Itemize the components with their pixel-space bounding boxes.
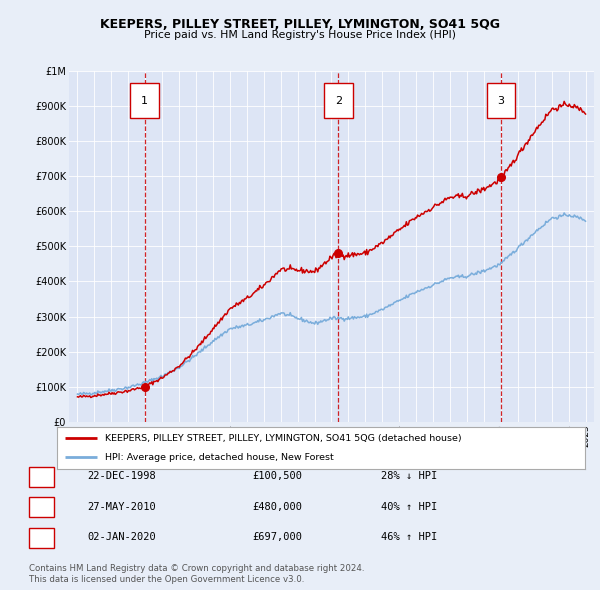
Text: 2: 2 (38, 502, 45, 512)
Text: 27-MAY-2010: 27-MAY-2010 (87, 502, 156, 512)
Text: HPI: Average price, detached house, New Forest: HPI: Average price, detached house, New … (104, 453, 333, 461)
Text: 3: 3 (497, 96, 505, 106)
Text: 40% ↑ HPI: 40% ↑ HPI (381, 502, 437, 512)
Text: 28% ↓ HPI: 28% ↓ HPI (381, 471, 437, 481)
Text: £100,500: £100,500 (252, 471, 302, 481)
Text: £480,000: £480,000 (252, 502, 302, 512)
Text: 3: 3 (38, 533, 45, 542)
Text: 1: 1 (38, 471, 45, 481)
Text: Contains HM Land Registry data © Crown copyright and database right 2024.: Contains HM Land Registry data © Crown c… (29, 565, 364, 573)
FancyBboxPatch shape (324, 83, 353, 118)
Text: This data is licensed under the Open Government Licence v3.0.: This data is licensed under the Open Gov… (29, 575, 304, 584)
Text: 22-DEC-1998: 22-DEC-1998 (87, 471, 156, 481)
Text: 1: 1 (141, 96, 148, 106)
Text: Price paid vs. HM Land Registry's House Price Index (HPI): Price paid vs. HM Land Registry's House … (144, 30, 456, 40)
FancyBboxPatch shape (130, 83, 159, 118)
FancyBboxPatch shape (487, 83, 515, 118)
Text: £697,000: £697,000 (252, 533, 302, 542)
Text: 46% ↑ HPI: 46% ↑ HPI (381, 533, 437, 542)
Text: 02-JAN-2020: 02-JAN-2020 (87, 533, 156, 542)
Text: KEEPERS, PILLEY STREET, PILLEY, LYMINGTON, SO41 5QG: KEEPERS, PILLEY STREET, PILLEY, LYMINGTO… (100, 18, 500, 31)
Text: KEEPERS, PILLEY STREET, PILLEY, LYMINGTON, SO41 5QG (detached house): KEEPERS, PILLEY STREET, PILLEY, LYMINGTO… (104, 434, 461, 443)
Text: 2: 2 (335, 96, 342, 106)
